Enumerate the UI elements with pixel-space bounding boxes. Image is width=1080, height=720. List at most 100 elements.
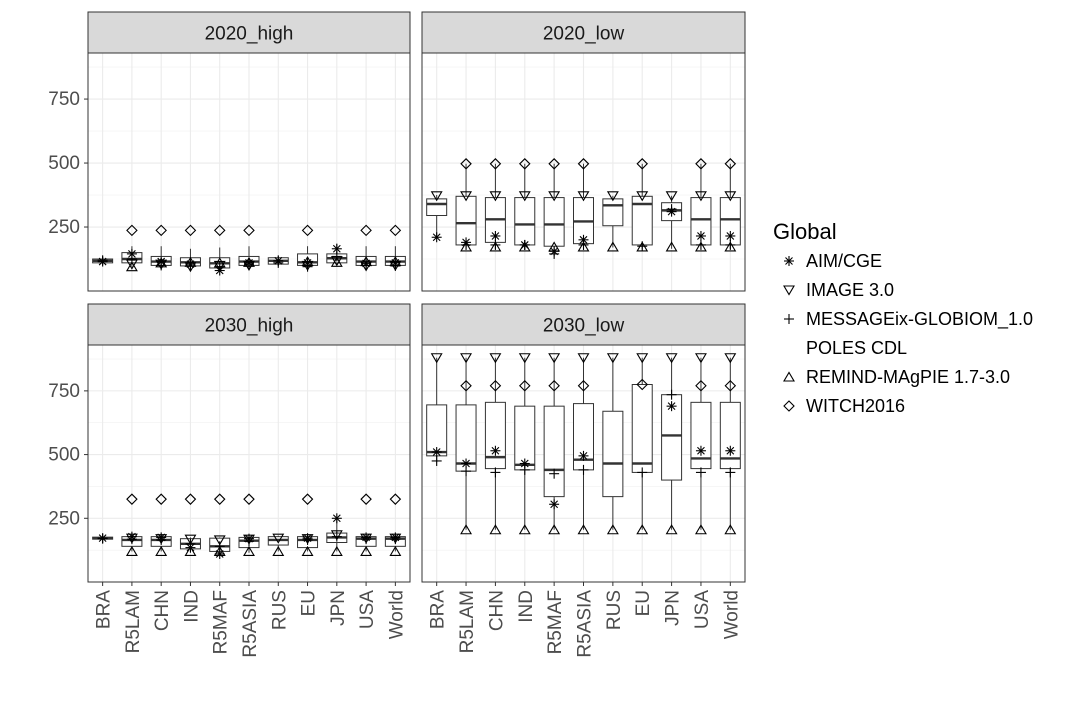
point-RUS-triangle-down bbox=[272, 533, 285, 544]
legend-entry: IMAGE 3.0 bbox=[783, 280, 894, 300]
point-R5LAM-diamond bbox=[460, 158, 472, 170]
legend-label: AIM/CGE bbox=[806, 251, 882, 271]
point-R5ASIA-triangle-down bbox=[577, 191, 590, 202]
point-R5ASIA-triangle-down bbox=[243, 534, 255, 545]
point-R5MAF-triangle-up bbox=[548, 524, 561, 535]
box-body bbox=[484, 401, 506, 470]
point-USA-triangle-down bbox=[360, 533, 373, 544]
boxes bbox=[426, 357, 741, 530]
point-R5MAF-triangle-up bbox=[213, 545, 226, 556]
point-R5MAF-triangle-down bbox=[213, 535, 226, 546]
point-JPN-plus bbox=[331, 251, 342, 262]
point-CHN-triangle-up bbox=[489, 241, 502, 252]
x-tick-label-IND: IND bbox=[181, 590, 202, 623]
model-points bbox=[97, 224, 402, 276]
point-CHN-asterisk bbox=[490, 230, 501, 241]
point-BRA-triangle-down bbox=[430, 191, 443, 202]
point-EU-diamond bbox=[301, 493, 314, 505]
point-EU-triangle-down bbox=[636, 191, 649, 202]
point-BRA-plus bbox=[97, 255, 108, 266]
point-World-diamond bbox=[389, 493, 402, 505]
point-RUS-triangle-down bbox=[606, 191, 619, 202]
point-CHN-triangle-up bbox=[155, 257, 168, 268]
point-IND-diamond bbox=[518, 379, 531, 392]
x-tick-label-R5LAM: R5LAM bbox=[457, 590, 478, 653]
x-tick-label-BRA: BRA bbox=[94, 590, 115, 629]
point-World-triangle-up bbox=[389, 255, 402, 267]
point-R5MAF-triangle-up bbox=[548, 241, 561, 252]
point-CHN-triangle-down bbox=[489, 191, 502, 202]
legend-label: WITCH2016 bbox=[806, 396, 905, 416]
x-tick-label-RUS: RUS bbox=[604, 590, 625, 630]
box-EU bbox=[631, 357, 653, 530]
point-EU-triangle-up bbox=[301, 545, 314, 556]
point-R5MAF-triangle-down bbox=[548, 191, 561, 202]
legend-label: IMAGE 3.0 bbox=[806, 280, 894, 300]
legend-key-plus bbox=[784, 314, 794, 324]
point-RUS-triangle-up bbox=[272, 545, 285, 556]
point-JPN-triangle-up bbox=[330, 545, 343, 556]
point-EU-diamond bbox=[636, 378, 649, 391]
point-CHN-diamond bbox=[489, 379, 502, 392]
box-body bbox=[602, 198, 624, 227]
point-R5LAM-diamond bbox=[460, 379, 472, 392]
point-EU-triangle-up bbox=[636, 524, 649, 535]
point-CHN-plus bbox=[490, 467, 501, 478]
point-USA-plus bbox=[695, 467, 706, 478]
x-tick-label-R5MAF: R5MAF bbox=[211, 590, 232, 654]
panel-border bbox=[87, 52, 411, 292]
legend-key-diamond bbox=[783, 400, 795, 412]
y-tick-label: 250 bbox=[48, 217, 80, 238]
y-tick-label: 500 bbox=[48, 153, 80, 174]
point-World-diamond bbox=[389, 224, 402, 237]
point-USA-triangle-up bbox=[694, 241, 707, 252]
point-R5MAF-diamond bbox=[213, 224, 226, 237]
legend-key-triangle-down bbox=[783, 285, 795, 296]
point-EU-triangle-down bbox=[636, 353, 649, 364]
point-IND-diamond bbox=[184, 493, 197, 505]
facet-strip bbox=[87, 11, 411, 54]
point-R5ASIA-triangle-up bbox=[577, 241, 590, 252]
point-BRA-asterisk bbox=[431, 232, 442, 243]
x-tick-label-EU: EU bbox=[633, 590, 654, 616]
point-USA-triangle-up bbox=[360, 545, 373, 556]
boxes bbox=[426, 163, 741, 253]
point-JPN-plus bbox=[666, 204, 677, 215]
x-tick-label-USA: USA bbox=[357, 590, 378, 629]
legend-entry: WITCH2016 bbox=[783, 396, 905, 416]
point-JPN-triangle-down bbox=[330, 530, 343, 541]
point-USA-triangle-up bbox=[694, 524, 707, 535]
point-CHN-triangle-down bbox=[489, 353, 502, 364]
point-JPN-asterisk bbox=[666, 401, 677, 412]
point-R5LAM-plus bbox=[126, 534, 137, 545]
point-USA-triangle-down bbox=[694, 353, 707, 364]
x-tick-label-R5ASIA: R5ASIA bbox=[575, 590, 596, 658]
box-body bbox=[543, 197, 565, 247]
point-World-plus bbox=[390, 534, 401, 545]
point-IND-triangle-up bbox=[518, 524, 531, 535]
point-World-triangle-up bbox=[724, 524, 737, 535]
point-R5MAF-diamond bbox=[548, 379, 560, 392]
box-R5MAF bbox=[543, 163, 565, 253]
point-EU-triangle-up bbox=[301, 255, 314, 267]
x-tick-label-IND: IND bbox=[516, 590, 537, 623]
point-World-triangle-up bbox=[724, 241, 737, 252]
point-EU-plus bbox=[302, 534, 313, 545]
point-R5ASIA-diamond bbox=[577, 379, 590, 392]
legend-label: REMIND-MAgPIE 1.7-3.0 bbox=[806, 367, 1010, 387]
legend-label: POLES CDL bbox=[806, 338, 907, 358]
point-R5ASIA-plus bbox=[578, 464, 589, 475]
facet-panel-2020_high: 2020_high 250 500 750 bbox=[48, 11, 411, 292]
x-tick-label-RUS: RUS bbox=[269, 590, 290, 630]
point-R5LAM-plus bbox=[461, 466, 472, 477]
point-IND-triangle-down bbox=[518, 191, 531, 202]
point-USA-triangle-up bbox=[360, 255, 373, 267]
facet-strip-label: 2030_high bbox=[205, 316, 294, 337]
x-tick-label-R5LAM: R5LAM bbox=[123, 590, 144, 653]
point-World-triangle-down bbox=[724, 353, 737, 364]
point-World-plus bbox=[725, 467, 736, 478]
model-points bbox=[430, 158, 737, 259]
y-tick-label: 500 bbox=[48, 445, 80, 466]
point-CHN-diamond bbox=[155, 224, 167, 237]
facet-strip bbox=[421, 303, 746, 346]
